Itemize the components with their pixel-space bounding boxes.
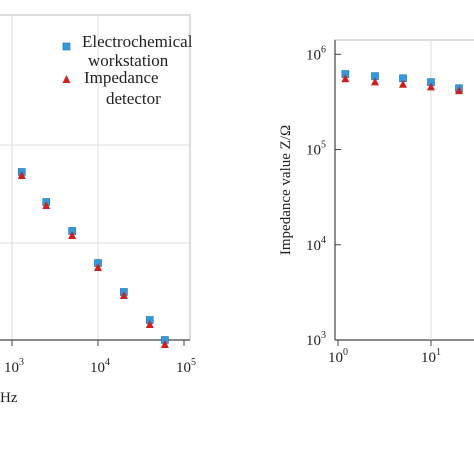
legend-workstation-marker (62, 42, 71, 51)
right-x-tick-label: 101 (421, 347, 441, 366)
legend-workstation-label-line2: workstation (88, 51, 169, 70)
right-x-tick-labels: 100 101 (328, 340, 441, 366)
legend-detector-marker (62, 75, 71, 83)
left-data-points (17, 168, 169, 348)
detector-point (17, 171, 26, 179)
right-x-tick-label: 100 (328, 347, 348, 366)
detector-point (119, 291, 128, 299)
right-y-tick-label: 103 (306, 330, 326, 349)
detector-point (42, 201, 51, 209)
detector-point (160, 340, 169, 348)
right-data-points (341, 70, 463, 95)
legend-detector-label-line1: Impedance (84, 68, 159, 87)
left-x-tick-label: 104 (90, 357, 110, 376)
detector-point (341, 74, 350, 83)
right-y-tick-label: 106 (306, 44, 326, 63)
right-y-tick-label: 104 (306, 235, 326, 254)
legend: Electrochemical workstation Impedance de… (62, 32, 193, 108)
detector-point (454, 86, 463, 95)
right-y-tick-label: 105 (306, 140, 326, 159)
left-x-axis-label-fragment: Hz (0, 390, 18, 406)
right-panel: 106 105 104 103 100 101 Impedance value Z/Ω (278, 39, 474, 366)
left-x-tick-label: 105 (176, 357, 196, 376)
right-y-tick-labels: 106 105 104 103 (306, 44, 341, 349)
detector-point (371, 77, 380, 86)
left-x-tick-labels: 103 104 105 (4, 340, 196, 376)
detector-point (68, 231, 77, 239)
left-x-tick-label: 103 (4, 357, 24, 376)
legend-detector-label-line2: detector (106, 89, 161, 108)
detector-point (399, 79, 408, 88)
left-panel: 103 104 105 Hz Electrochemical workstation… (0, 14, 196, 406)
detector-point (145, 320, 154, 328)
detector-point (94, 263, 102, 271)
legend-workstation-label-line1: Electrochemical (82, 32, 193, 51)
right-y-axis-title: Impedance value Z/Ω (278, 125, 294, 255)
detector-point (427, 82, 435, 91)
